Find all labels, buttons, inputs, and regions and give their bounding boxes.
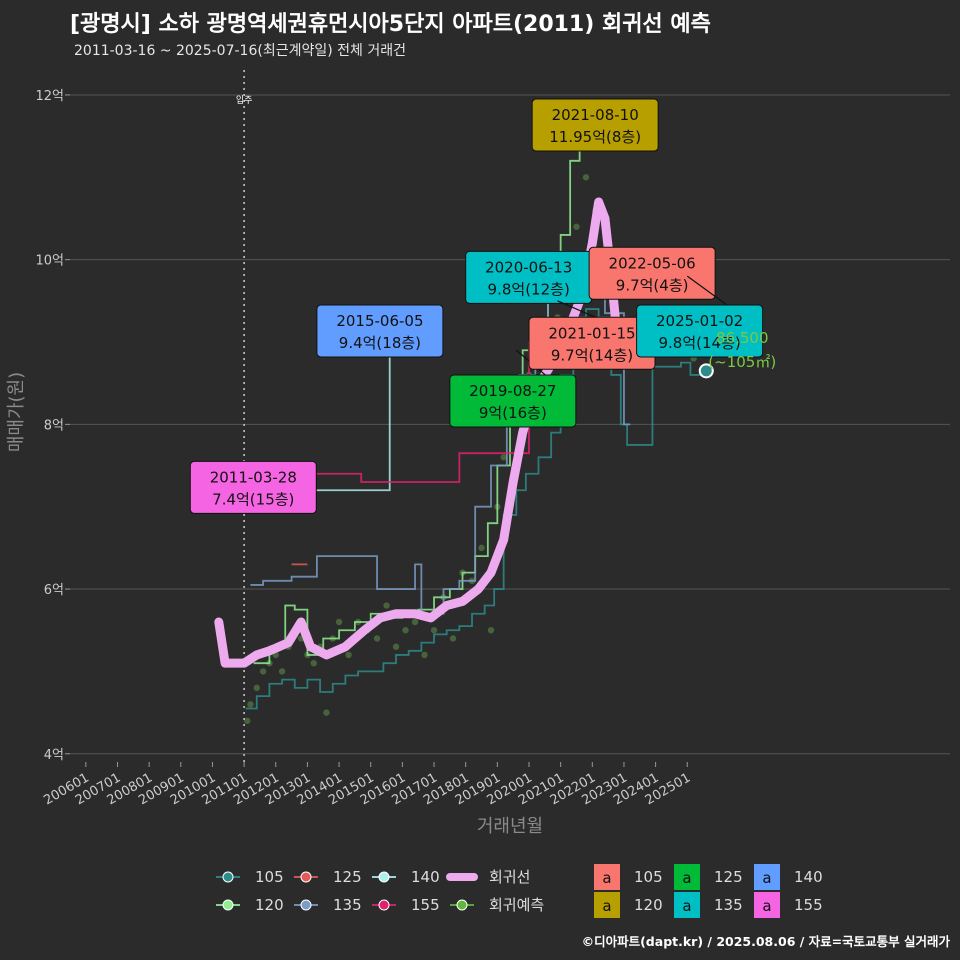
legend-box-label: 125 — [714, 868, 743, 886]
legend-label: 125 — [333, 868, 362, 886]
legend-prediction-marker — [456, 899, 468, 911]
legend-label: 120 — [255, 896, 284, 914]
callout-date: 2011-03-28 — [210, 468, 297, 486]
move-in-label: 입주 — [236, 94, 253, 106]
legend-label: 140 — [411, 868, 440, 886]
callout-price: 9억(16층) — [479, 404, 547, 422]
legend-box-label: 135 — [714, 896, 743, 914]
scatter-point — [310, 659, 317, 667]
legend-box-glyph: a — [682, 869, 691, 887]
legend-prediction-label: 회귀예측 — [489, 896, 544, 914]
scatter-point — [323, 709, 330, 716]
scatter-point — [392, 643, 400, 650]
chart-subtitle: 2011-03-16 ~ 2025-07-16(최근계약일) 전체 거래건 — [74, 43, 406, 59]
scatter-point — [421, 651, 428, 659]
legend-marker — [300, 899, 312, 911]
scatter-point — [487, 627, 495, 634]
scatter-point — [500, 454, 507, 461]
callout-price: 7.4억(15층) — [212, 490, 294, 508]
callout-date: 2019-08-27 — [469, 382, 556, 400]
callout-date: 2025-01-02 — [656, 312, 743, 330]
legend-marker — [222, 871, 234, 883]
legend-box-label: 120 — [634, 896, 663, 914]
scatter-point — [247, 701, 254, 708]
legend-label: 155 — [411, 896, 440, 914]
callout-box — [531, 98, 659, 152]
scatter-point — [402, 627, 409, 634]
scatter-point — [259, 668, 267, 675]
legend-box-key — [754, 864, 780, 890]
legend-box-label: 105 — [634, 868, 663, 886]
scatter-point — [411, 618, 419, 626]
legend-box-key — [594, 864, 620, 890]
callout-price: 9.7억(4층) — [616, 276, 689, 294]
scatter-point — [430, 627, 438, 634]
callout-date: 2020-06-13 — [485, 258, 572, 276]
scatter-point — [278, 668, 286, 675]
y-tick-label: 6억 — [44, 583, 64, 598]
y-axis-title: 매매가(원) — [6, 372, 27, 452]
callout-box — [316, 304, 444, 358]
legend-marker — [300, 871, 312, 883]
legend-box-glyph: a — [602, 869, 611, 887]
x-axis-title: 거래년월 — [477, 816, 543, 837]
scatter-point — [335, 618, 343, 626]
callout-price: 9.7억(14층) — [551, 346, 633, 364]
legend-box-label: 155 — [794, 896, 823, 914]
legend-marker — [222, 899, 234, 911]
chart-title: [광명시] 소하 광명역세권휴먼시아5단지 아파트(2011) 회귀선 예측 — [70, 12, 711, 37]
scatter-point — [345, 651, 352, 659]
callout-date: 2022-05-06 — [609, 254, 696, 272]
scatter-point — [582, 174, 590, 181]
source-credit: ©디아파트(dapt.kr) / 2025.08.06 / 자료=국토교통부 실… — [581, 934, 950, 949]
legend-regression-label: 회귀선 — [489, 868, 530, 886]
legend-box-glyph: a — [762, 897, 771, 915]
legend-box-key — [594, 892, 620, 918]
series-line-105 — [245, 308, 704, 710]
prediction-area-label: (~105㎡) — [708, 353, 776, 371]
callout-date: 2021-01-15 — [548, 324, 635, 342]
callout-box — [636, 304, 764, 358]
scatter-point — [449, 635, 457, 642]
callout-date: 2021-08-10 — [552, 106, 639, 124]
callout-price: 9.8억(14층) — [658, 334, 740, 352]
legend-label: 135 — [333, 896, 362, 914]
callout-box — [189, 460, 317, 514]
y-tick-label: 10억 — [35, 254, 64, 269]
scatter-point — [373, 635, 381, 642]
legend-box-label: 140 — [794, 868, 823, 886]
legend-box-key — [754, 892, 780, 918]
scatter-point — [478, 544, 485, 552]
prediction-point — [698, 363, 714, 379]
callout-price: 9.8억(12층) — [488, 280, 570, 298]
scatter-point — [253, 684, 260, 692]
legend-box-glyph: a — [762, 869, 771, 887]
callout-date: 2015-06-05 — [336, 312, 423, 330]
legend-box-glyph: a — [682, 897, 691, 915]
legend-box-key — [674, 892, 700, 918]
legend-box-glyph: a — [602, 897, 611, 915]
scatter-point — [244, 717, 251, 725]
callout-price: 9.4억(18층) — [339, 334, 421, 352]
callout-box — [449, 374, 577, 428]
scatter-point — [573, 223, 580, 230]
y-tick-label: 12억 — [35, 89, 64, 104]
legend-label: 105 — [255, 868, 284, 886]
y-tick-label: 8억 — [44, 418, 64, 433]
callout-price: 11.95억(8층) — [549, 128, 641, 146]
callout-box — [588, 246, 716, 300]
scatter-point — [383, 602, 390, 609]
legend-marker — [378, 871, 390, 883]
prediction-value-label: 86,500 — [716, 329, 769, 347]
y-tick-label: 4억 — [44, 748, 64, 763]
legend-box-key — [674, 864, 700, 890]
legend-marker — [378, 899, 390, 911]
